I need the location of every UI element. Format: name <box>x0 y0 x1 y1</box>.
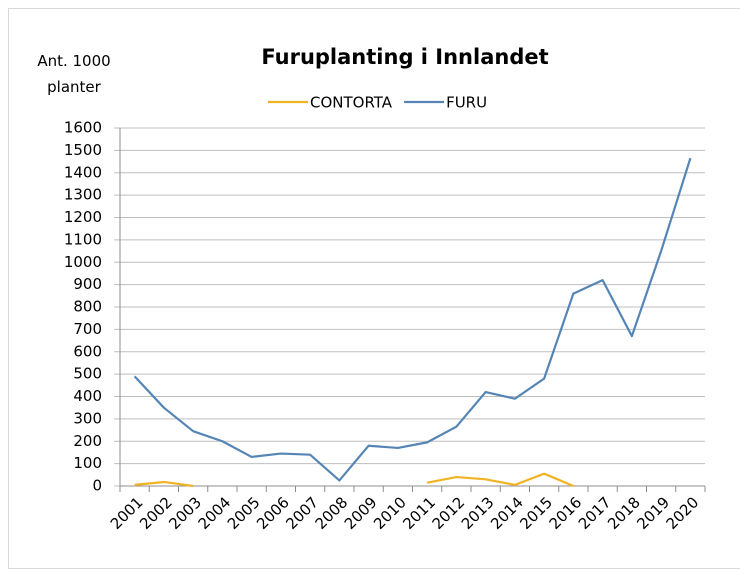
x-tick-label: 2006 <box>253 493 293 533</box>
x-tick-label: 2002 <box>136 493 176 533</box>
y-tick-label: 300 <box>73 409 102 427</box>
x-tick-label: 2020 <box>663 493 703 533</box>
chart-title: Furuplanting i Innlandet <box>261 45 548 69</box>
y-tick-label: 1300 <box>64 186 102 204</box>
x-tick-label: 2012 <box>429 493 469 533</box>
x-tick-label: 2015 <box>516 493 556 533</box>
y-tick-label: 200 <box>73 432 102 450</box>
y-tick-label: 0 <box>92 477 102 495</box>
chart-border <box>8 8 740 569</box>
x-tick-label: 2003 <box>165 493 205 533</box>
y-axis-label: Ant. 1000 planter <box>37 52 111 96</box>
y-tick-label: 900 <box>73 275 102 293</box>
x-tick-label: 2013 <box>458 493 498 533</box>
x-tick-label: 2009 <box>341 493 381 533</box>
y-tick-label: 1500 <box>64 141 102 159</box>
y-tick-label: 1100 <box>64 230 102 248</box>
y-tick-label: 1600 <box>64 119 102 137</box>
y-tick-label: 800 <box>73 298 102 316</box>
x-tick-label: 2010 <box>370 493 410 533</box>
y-tick-label: 500 <box>73 365 102 383</box>
x-tick-label: 2001 <box>107 493 147 533</box>
y-tick-label: 1200 <box>64 208 102 226</box>
x-tick-label: 2011 <box>399 493 439 533</box>
x-tick-label: 2016 <box>546 493 586 533</box>
x-tick-label: 2004 <box>195 493 235 533</box>
y-tick-label: 700 <box>73 320 102 338</box>
x-tick-label: 2014 <box>487 493 527 533</box>
y-tick-label: 1400 <box>64 163 102 181</box>
y-tick-label: 400 <box>73 387 102 405</box>
x-tick-label: 2018 <box>604 493 644 533</box>
data-line <box>134 472 574 488</box>
y-tick-label: 1000 <box>64 253 102 271</box>
x-tick-label: 2005 <box>224 493 264 533</box>
legend-label: CONTORTA <box>310 94 393 112</box>
y-tick-label: 600 <box>73 342 102 360</box>
legend-label: FURU <box>446 94 487 112</box>
x-tick-label: 2017 <box>575 493 615 533</box>
x-tick-label: 2007 <box>282 493 322 533</box>
y-tick-label: 100 <box>73 454 102 472</box>
data-line <box>133 157 692 482</box>
x-tick-label: 2008 <box>312 493 352 533</box>
x-tick-label: 2019 <box>633 493 673 533</box>
